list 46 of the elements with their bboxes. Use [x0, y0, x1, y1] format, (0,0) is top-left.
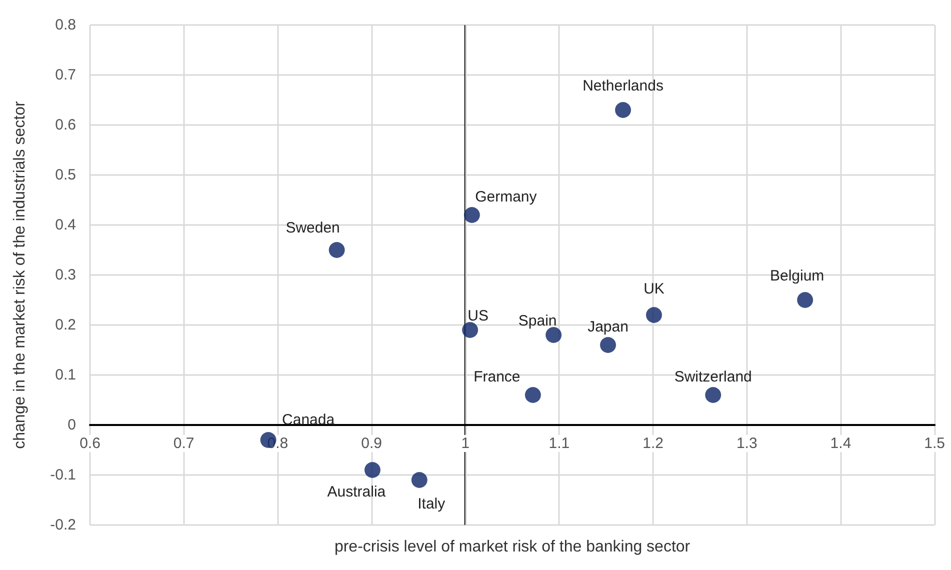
point [646, 307, 662, 323]
y-tick-label: -0.2 [50, 516, 76, 534]
x-tick-label: 1 [461, 435, 470, 452]
y-tick-label: 0.6 [55, 116, 76, 134]
annotation: US [468, 308, 488, 324]
y-tick-label: 0.2 [55, 316, 76, 334]
annotation: Sweden [286, 220, 340, 236]
y-tick-label: 0.3 [55, 266, 76, 284]
point [546, 327, 562, 343]
y-tick-label: 0.1 [55, 366, 76, 384]
annotation: Japan [588, 318, 628, 336]
annotation: UK [644, 280, 664, 298]
x-tick-label: 1.5 [924, 435, 946, 452]
point [328, 242, 345, 258]
x-tick-label: 1.3 [736, 435, 758, 452]
y-tick-label: 0.7 [55, 66, 76, 84]
y-tick-label: 0.5 [55, 166, 76, 184]
annotation: Italy [418, 496, 446, 512]
point [411, 472, 428, 488]
point [464, 207, 480, 223]
x-tick-label: 0.9 [361, 435, 382, 452]
annotation: Netherlands [582, 78, 664, 94]
annotation: Belgium [770, 268, 824, 284]
point [615, 102, 632, 118]
point [524, 387, 541, 403]
annotation: Spain [518, 312, 557, 330]
x-axis-title: pre-crisis level of market risk of the banking sector [334, 538, 691, 556]
annotation: France [474, 368, 520, 386]
y-tick-label: 0.8 [55, 16, 76, 34]
point [705, 387, 722, 403]
annotation: Germany [475, 188, 538, 206]
x-tick-label: 1.4 [830, 435, 852, 452]
x-tick-label: 1.1 [548, 435, 570, 452]
annotation: Australia [327, 484, 386, 500]
x-tick-label: 1.2 [642, 435, 664, 452]
y-tick-label: -0.1 [50, 466, 76, 484]
point [462, 322, 478, 338]
y-tick-label: 0 [68, 416, 76, 434]
x-tick-label: 0.7 [173, 435, 194, 452]
x-tick-label: 0.6 [80, 435, 100, 452]
point [364, 462, 380, 478]
y-axis-title: change in the market risk of the industrials sector [12, 100, 28, 449]
y-tick-label: 0.4 [55, 216, 76, 234]
annotation: Switzerland [674, 368, 752, 386]
point [600, 337, 616, 353]
point [797, 292, 814, 308]
